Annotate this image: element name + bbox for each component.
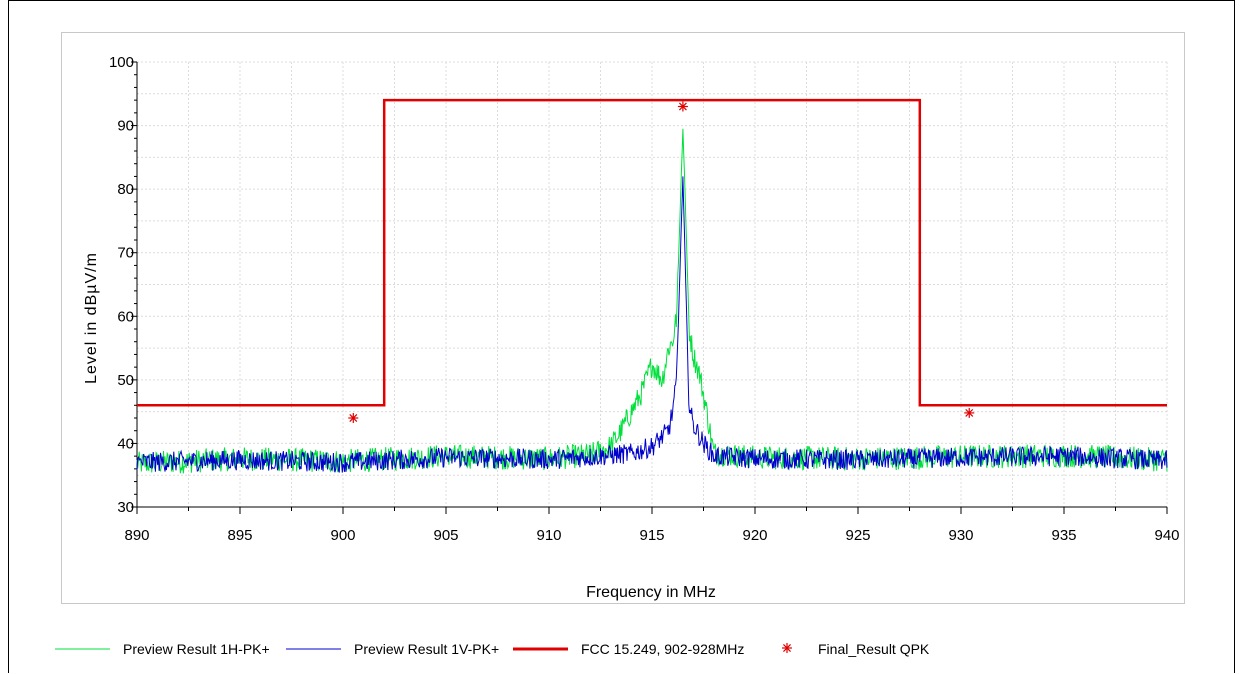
y-tick-label: 60 xyxy=(117,308,134,325)
x-tick-label: 890 xyxy=(124,527,149,544)
x-tick-label: 940 xyxy=(1154,527,1179,544)
x-tick-label: 900 xyxy=(330,527,355,544)
y-tick-label: 40 xyxy=(117,435,134,452)
grid-lines xyxy=(137,61,1168,507)
final-result-marker xyxy=(348,413,359,423)
legend-item-4: Final_Result QPK xyxy=(782,641,930,657)
legend-item-1: Preview Result 1H-PK+ xyxy=(55,641,270,657)
x-tick-label: 930 xyxy=(948,527,973,544)
y-tick-label: 30 xyxy=(117,499,134,516)
final-result-markers xyxy=(348,101,975,423)
figure-frame xyxy=(8,0,1235,673)
x-tick-label: 920 xyxy=(742,527,767,544)
x-tick-label: 935 xyxy=(1051,527,1076,544)
series-layer xyxy=(136,98,1168,474)
final-result-marker xyxy=(964,407,975,418)
x-tick-label: 915 xyxy=(639,527,664,544)
y-tick-label: 70 xyxy=(117,245,134,262)
legend-label: FCC 15.249, 902-928MHz xyxy=(581,641,744,657)
legend-marker xyxy=(782,643,792,653)
limit-line xyxy=(137,98,1167,407)
legend: Preview Result 1H-PK+ Preview Result 1V-P… xyxy=(55,641,930,657)
y-tick-label: 100 xyxy=(109,54,134,71)
final-result-marker xyxy=(677,101,688,112)
y-axis-title: Level in dBµV/m xyxy=(83,252,100,384)
legend-item-3: FCC 15.249, 902-928MHz xyxy=(513,641,744,657)
x-tick-label: 910 xyxy=(536,527,561,544)
x-tick-label: 905 xyxy=(433,527,458,544)
chart-panel xyxy=(61,32,1185,604)
x-tick-label: 925 xyxy=(845,527,870,544)
y-tick-label: 90 xyxy=(117,118,134,135)
x-tick-label: 895 xyxy=(227,527,252,544)
x-axis-title: Frequency in MHz xyxy=(586,584,716,601)
legend-item-2: Preview Result 1V-PK+ xyxy=(286,641,499,657)
series-trace-1 xyxy=(136,128,1168,474)
axes: 890 895 900 905 910 915 920 925 930 935 940 30 40 50 6… xyxy=(109,54,1180,544)
legend-label: Preview Result 1V-PK+ xyxy=(354,641,499,657)
y-tick-label: 50 xyxy=(117,372,134,389)
y-tick-label: 80 xyxy=(117,181,134,198)
legend-label: Final_Result QPK xyxy=(818,641,930,657)
legend-label: Preview Result 1H-PK+ xyxy=(123,641,270,657)
series-trace-2 xyxy=(136,176,1168,473)
